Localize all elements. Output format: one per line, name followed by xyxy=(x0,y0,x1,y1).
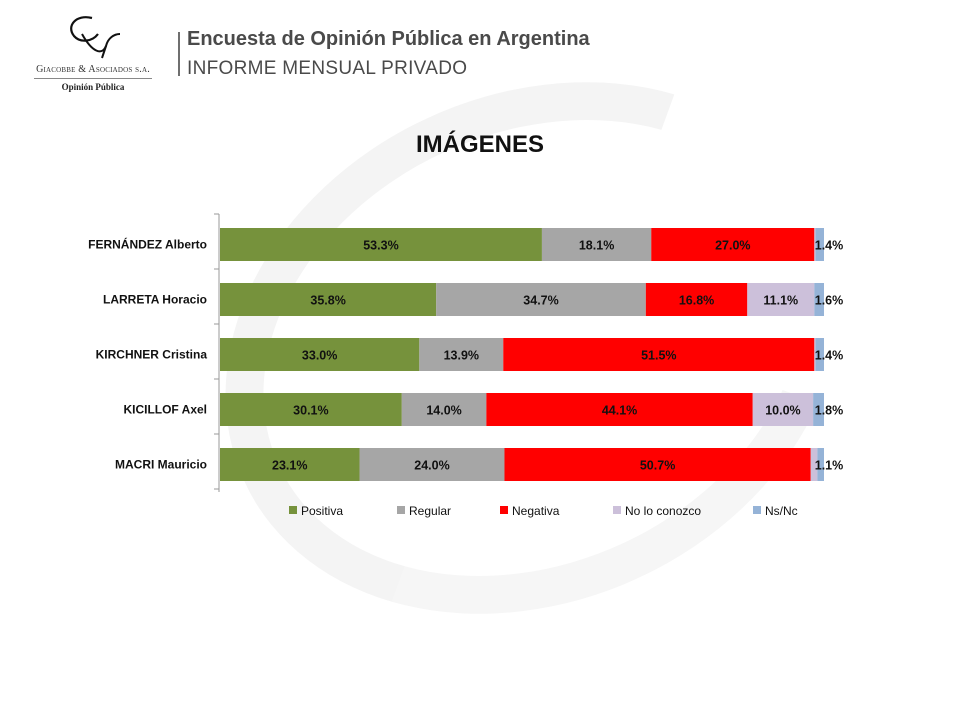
data-label: 16.8% xyxy=(679,294,714,308)
data-label: 30.1% xyxy=(293,404,328,418)
category-label: LARRETA Horacio xyxy=(103,293,207,307)
category-label: FERNÁNDEZ Alberto xyxy=(88,237,207,252)
data-label: 1.4% xyxy=(815,239,844,253)
bar-segment xyxy=(810,448,818,481)
bar-segment xyxy=(541,228,652,261)
stacked-bar-chart: FERNÁNDEZ Alberto 53.3% 18.1% 27.0% 1.4% LARR… xyxy=(88,213,844,518)
legend-label: No lo conozco xyxy=(625,504,701,518)
category-label: MACRI Mauricio xyxy=(115,458,207,472)
data-label: 11.1% xyxy=(763,294,798,308)
data-label: 50.7% xyxy=(640,459,675,473)
data-label: 33.0% xyxy=(302,349,337,363)
data-label: 10.0% xyxy=(765,404,800,418)
data-label: 51.5% xyxy=(641,349,676,363)
data-label: 13.9% xyxy=(444,349,479,363)
bar-segment xyxy=(814,338,816,371)
logo-mark-icon xyxy=(70,16,121,59)
chart-title: IMÁGENES xyxy=(415,131,544,158)
bar-segment xyxy=(220,393,402,426)
bar-segment xyxy=(486,393,753,426)
legend-swatch xyxy=(753,506,761,514)
logo-company-name: Giacobbe & Asociados s.a. xyxy=(36,64,150,75)
legend-swatch xyxy=(397,506,405,514)
data-label: 23.1% xyxy=(272,459,307,473)
bar-segment xyxy=(401,393,487,426)
data-label: 35.8% xyxy=(310,294,345,308)
data-label: 27.0% xyxy=(715,239,750,253)
legend-label: Positiva xyxy=(301,504,343,518)
category-label: KIRCHNER Cristina xyxy=(96,348,208,362)
bar-segment xyxy=(814,228,816,261)
bar-segment xyxy=(436,283,646,316)
logo-subtitle: Opinión Pública xyxy=(61,82,125,92)
bar-segment xyxy=(817,448,824,481)
legend-label: Regular xyxy=(409,504,451,518)
company-logo: Giacobbe & Asociados s.a. Opinión Públic… xyxy=(28,12,158,97)
data-label: 53.3% xyxy=(363,239,398,253)
data-label: 44.1% xyxy=(602,404,637,418)
data-label: 14.0% xyxy=(426,404,461,418)
bar-segment xyxy=(813,393,824,426)
legend-swatch xyxy=(289,506,297,514)
bar-segment xyxy=(220,228,542,261)
bar-segment xyxy=(752,393,814,426)
report-subtitle: INFORME MENSUAL PRIVADO xyxy=(187,58,468,79)
bar-segment xyxy=(815,228,824,261)
header-divider xyxy=(178,32,180,76)
bar-segment xyxy=(814,283,824,316)
data-label: 24.0% xyxy=(414,459,449,473)
data-label: 34.7% xyxy=(523,294,558,308)
legend-label: Negativa xyxy=(512,504,560,518)
bar-segment xyxy=(419,338,504,371)
category-label: KICILLOF Axel xyxy=(123,403,207,417)
bar-segment xyxy=(359,448,505,481)
bar-segment xyxy=(645,283,748,316)
data-label: 18.1% xyxy=(579,239,614,253)
bar-segment xyxy=(220,448,360,481)
data-label: 1.8% xyxy=(815,404,844,418)
report-title: Encuesta de Opinión Pública en Argentina xyxy=(187,28,590,50)
logo-divider xyxy=(34,78,152,79)
bar-segment xyxy=(504,448,811,481)
bar-segment xyxy=(651,228,815,261)
bar-segment xyxy=(747,283,815,316)
data-label: 1.1% xyxy=(815,459,844,473)
bar-segment xyxy=(220,283,437,316)
legend-swatch xyxy=(500,506,508,514)
legend-swatch xyxy=(613,506,621,514)
bar-segment xyxy=(503,338,815,371)
data-label: 1.4% xyxy=(815,349,844,363)
data-label: 1.6% xyxy=(815,294,844,308)
legend-label: Ns/Nc xyxy=(765,504,798,518)
bar-segment xyxy=(220,338,420,371)
bar-segment xyxy=(815,338,824,371)
